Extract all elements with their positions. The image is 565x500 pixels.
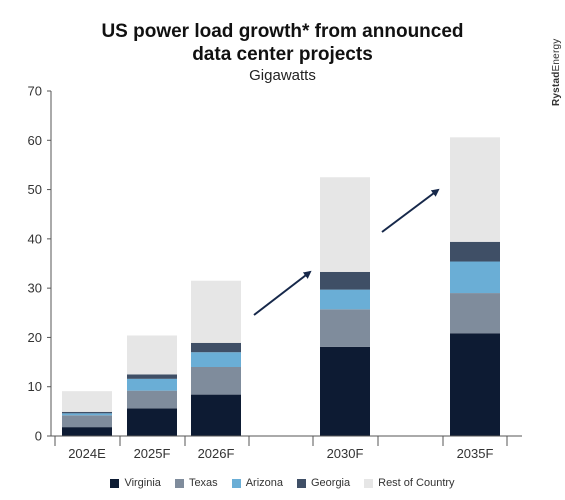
bar-2035f-texas [450,293,500,334]
legend-item-arizona: Arizona [231,477,283,489]
legend-label: Rest of Country [378,477,455,489]
y-tick-label: 60 [28,133,42,148]
bar-2026f-virginia [191,394,241,436]
bar-2026f-arizona [191,352,241,367]
growth-arrow-2 [381,188,440,233]
chart-title-line-2: data center projects [192,44,373,65]
legend-label: Virginia [124,477,161,489]
legend-item-virginia: Virginia [110,477,161,489]
bar-2025f-georgia [127,374,177,379]
bar-2030f-texas [320,309,370,347]
bar-2030f-arizona [320,289,370,310]
legend-item-rest-of-country: Rest of Country [364,477,455,489]
x-tick-label: 2024E [68,446,106,461]
y-tick-label: 0 [35,429,42,444]
bar-2030f-georgia [320,271,370,290]
legend-swatch [174,478,184,488]
bar-2026f-georgia [191,342,241,353]
bar-2030f-virginia [320,346,370,436]
bar-2025f-virginia [127,408,177,436]
x-tick-label: 2030F [327,446,364,461]
legend-label: Georgia [310,477,351,489]
bar-2024e-georgia [62,411,112,414]
chart-title: US power load growth* from announced dat… [0,20,565,66]
y-tick-label: 10 [28,379,42,394]
legend-item-texas: Texas [174,477,218,489]
bar-2035f-rest-of-country [450,137,500,242]
bar-2035f-georgia [450,241,500,262]
legend-label: Arizona [245,477,283,489]
bar-2024e-texas [62,415,112,428]
bar-2024e-arizona [62,413,112,416]
legend-swatch [231,478,241,488]
y-tick-label: 70 [28,84,42,99]
x-tick-label: 2025F [134,446,171,461]
legend-swatch [110,478,120,488]
x-tick-label: 2026F [198,446,235,461]
y-tick-label: 20 [28,330,42,345]
bar-2026f-texas [191,367,241,395]
bar-2035f-virginia [450,333,500,436]
bar-2025f-rest-of-country [127,335,177,375]
bar-2030f-rest-of-country [320,177,370,272]
bar-2024e-virginia [62,427,112,436]
x-tick-label: 2035F [457,446,494,461]
chart-subtitle: Gigawatts [249,67,316,84]
bar-2026f-rest-of-country [191,280,241,343]
y-tick-label: 50 [28,182,42,197]
bar-2025f-arizona [127,378,177,391]
y-tick-label: 30 [28,281,42,296]
bar-2024e-rest-of-country [62,391,112,412]
chart-legend: Virginia Texas Arizona Georgia Rest of Count… [0,477,565,489]
chart-title-line-1: US power load growth* from announced [101,21,464,42]
bar-2025f-texas [127,390,177,409]
legend-label: Texas [188,477,218,489]
y-tick-label: 40 [28,231,42,246]
legend-swatch [296,478,306,488]
legend-swatch [364,478,374,488]
bar-2035f-arizona [450,261,500,294]
growth-arrow-1 [253,270,312,316]
legend-item-georgia: Georgia [296,477,351,489]
